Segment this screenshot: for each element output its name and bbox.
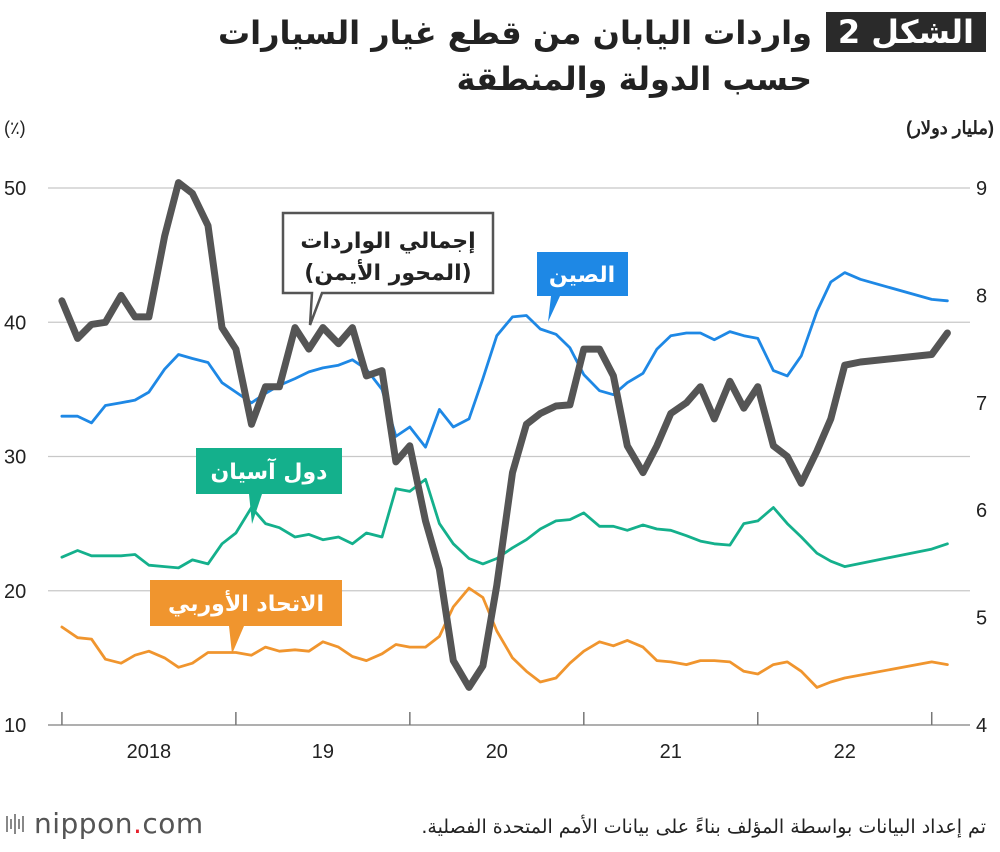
right-tick-label: 6 <box>976 500 987 522</box>
x-tick-label: 19 <box>312 741 334 763</box>
china-line <box>60 271 949 449</box>
figure-number-badge: الشكل 2 <box>825 12 986 52</box>
right-tick-label: 5 <box>976 608 987 630</box>
asean-line <box>60 477 949 570</box>
chart-header: الشكل 2 واردات اليابان من قطع غيار السيا… <box>26 6 986 102</box>
left-tick-label: 50 <box>4 178 26 200</box>
asean-callout-box <box>196 448 342 524</box>
x-tick-label: 21 <box>660 741 682 763</box>
nippon-logo: nippon. com <box>4 807 204 840</box>
x-tick-label: 20 <box>486 741 508 763</box>
china-callout-box <box>537 252 628 322</box>
right-tick-label: 7 <box>976 393 987 415</box>
left-tick-label: 40 <box>4 312 26 334</box>
total-imports-callout-line2: (المحور الأيمن) <box>304 258 471 286</box>
nippon-logo-icon <box>6 813 24 834</box>
china-callout-label: الصين <box>549 263 615 288</box>
total-imports-callout-box <box>281 211 495 326</box>
left-tick-label: 10 <box>4 715 26 737</box>
chart-title: واردات اليابان من قطع غيار السيارات حسب … <box>217 14 812 98</box>
asean-callout-label: دول آسيان <box>211 457 328 485</box>
source-note: تم إعداد البيانات بواسطة المؤلف بناءً عل… <box>421 816 986 838</box>
eu-line <box>60 586 949 689</box>
left-tick-label: 20 <box>4 581 26 603</box>
total-imports-callout-line1: إجمالي الواردات <box>300 229 475 254</box>
logo-name: nippon <box>34 807 133 840</box>
left-tick-label: 30 <box>4 447 26 469</box>
eu-callout-label: الاتحاد الأوربي <box>168 589 324 617</box>
logo-suffix: com <box>142 807 204 840</box>
right-tick-label: 9 <box>976 178 987 200</box>
right-axis-unit: (مليار دولار) <box>906 118 994 139</box>
x-tick-label: 2018 <box>127 741 172 763</box>
eu-callout-box <box>150 580 342 654</box>
right-tick-label: 8 <box>976 285 987 307</box>
right-tick-label: 4 <box>976 715 987 737</box>
logo-dot: . <box>132 807 143 840</box>
x-tick-label: 22 <box>834 741 856 763</box>
left-axis-unit: (٪) <box>4 118 26 138</box>
total-imports-line <box>58 179 951 691</box>
